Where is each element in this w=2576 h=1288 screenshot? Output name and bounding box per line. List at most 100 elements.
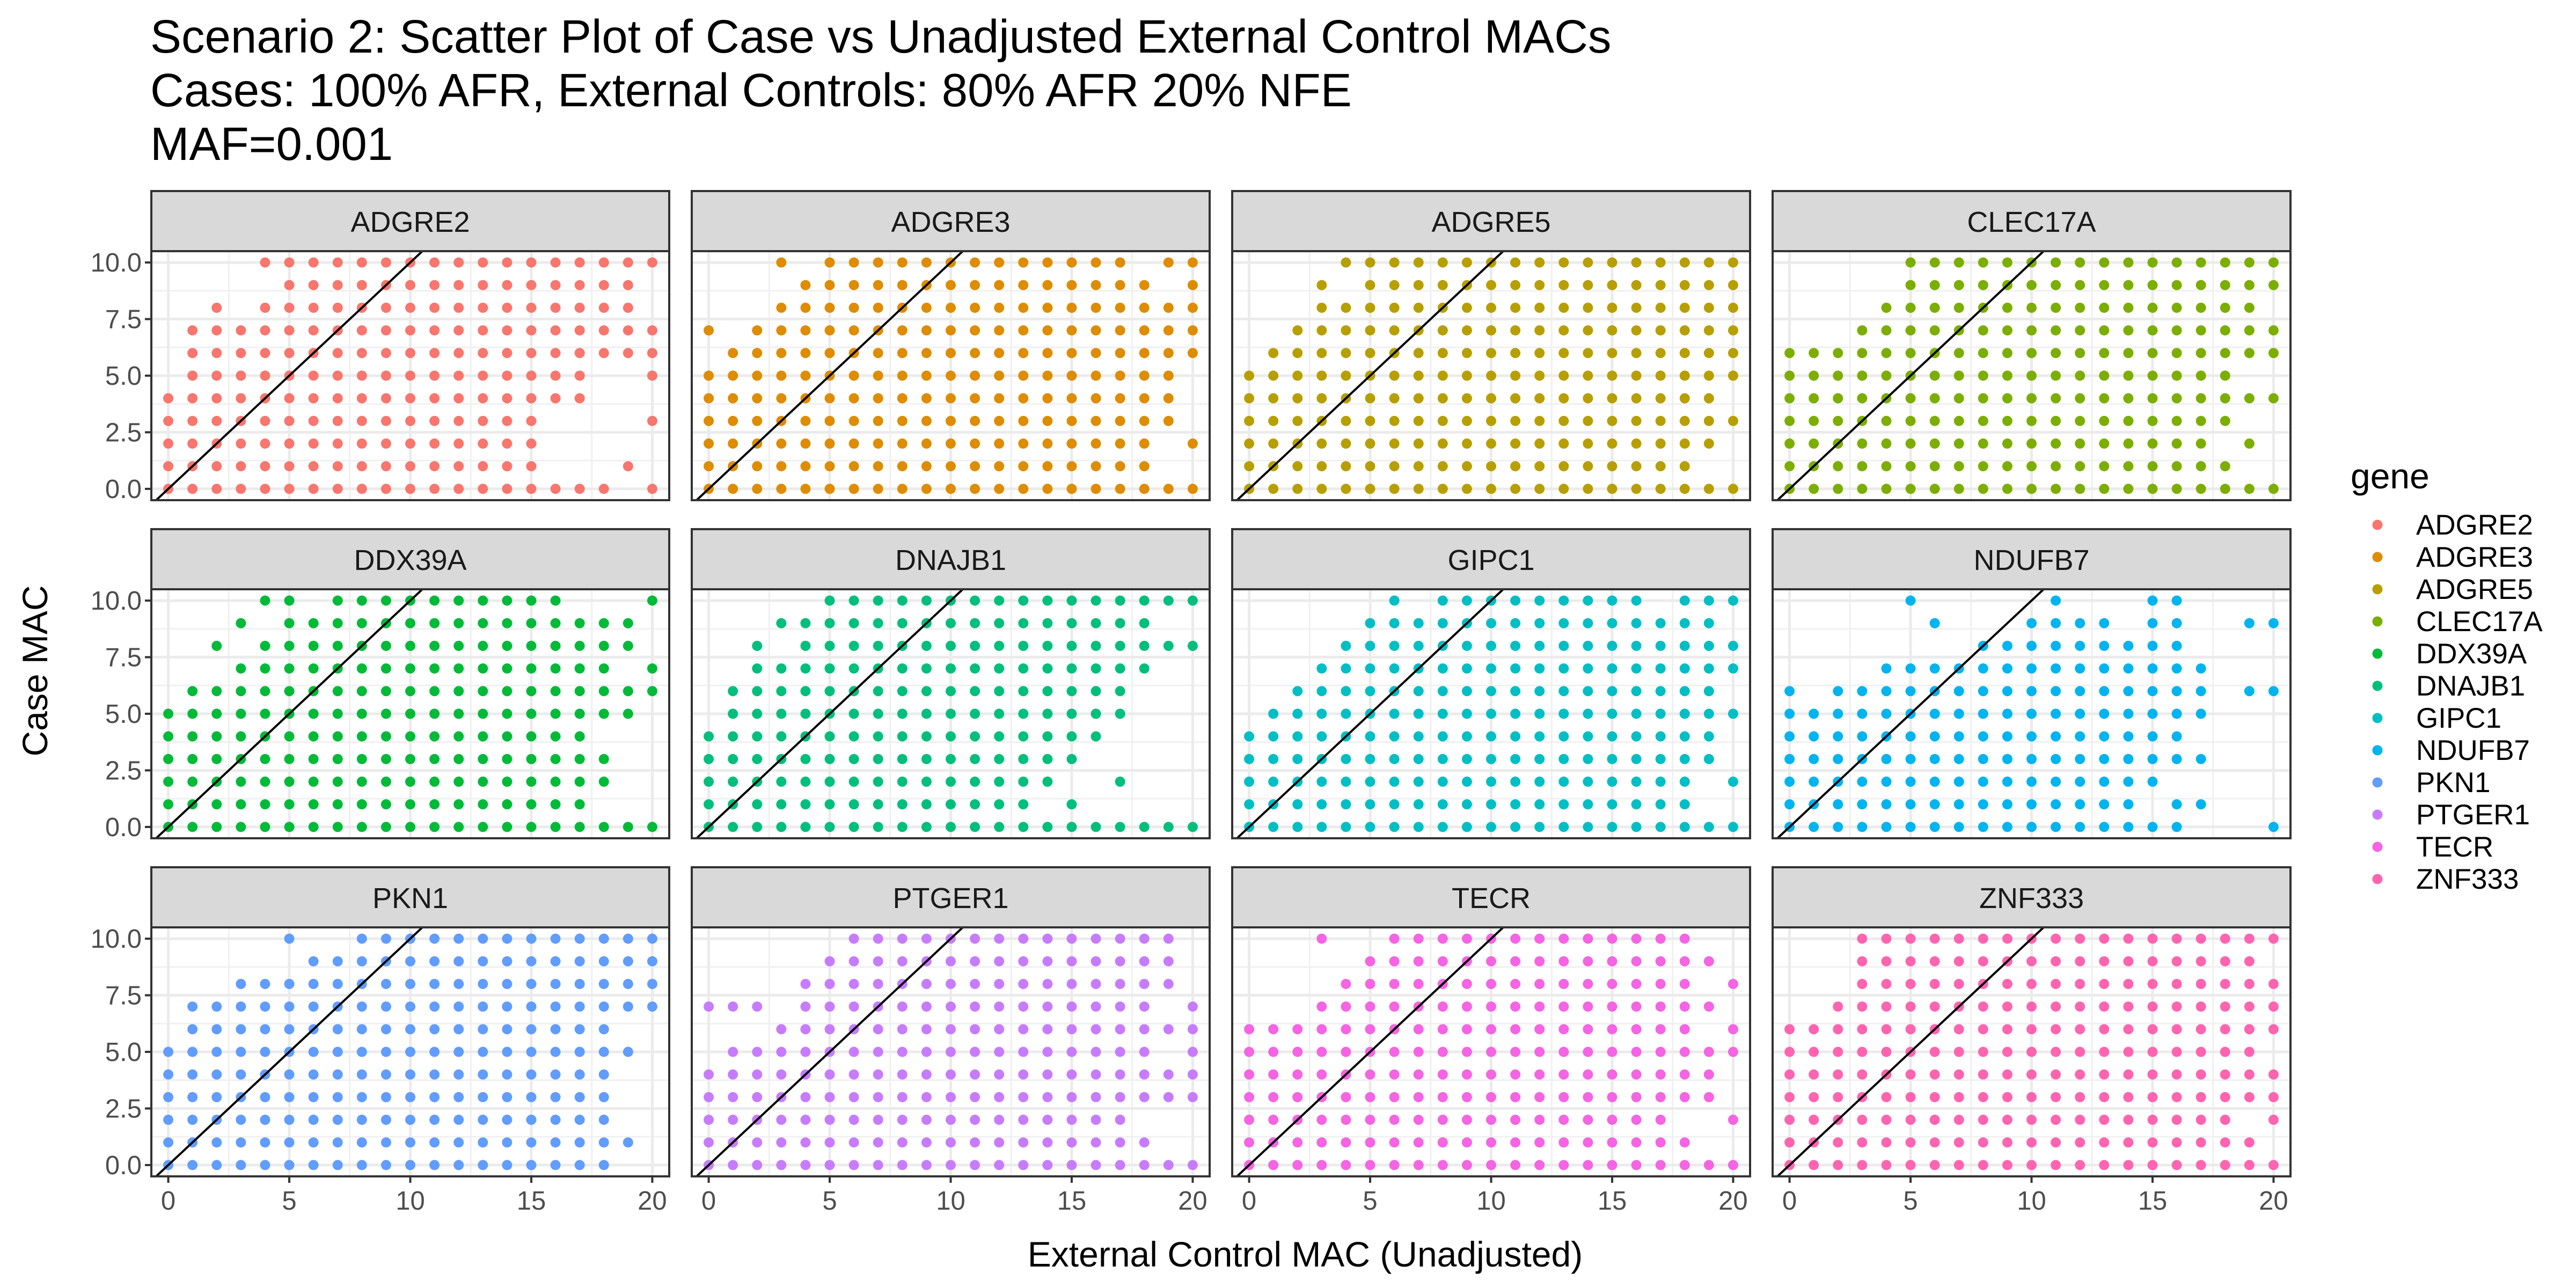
data-point bbox=[1341, 415, 1351, 426]
data-point bbox=[1583, 933, 1593, 944]
data-point bbox=[1534, 370, 1545, 381]
data-point bbox=[1631, 956, 1642, 967]
data-point bbox=[2268, 1001, 2279, 1012]
data-point bbox=[1139, 1160, 1150, 1170]
data-point bbox=[1244, 393, 1255, 404]
data-point bbox=[824, 415, 835, 426]
data-point bbox=[1413, 1092, 1424, 1102]
data-point bbox=[260, 348, 270, 358]
data-point bbox=[1115, 1160, 1125, 1170]
data-point bbox=[1066, 257, 1077, 268]
data-point bbox=[1953, 438, 1964, 449]
data-point bbox=[1978, 799, 1988, 810]
data-point bbox=[897, 1024, 908, 1035]
data-point bbox=[453, 640, 464, 651]
data-point bbox=[921, 484, 932, 494]
data-point bbox=[1607, 956, 1618, 967]
data-point bbox=[1389, 731, 1400, 742]
data-point bbox=[994, 257, 1005, 268]
data-point bbox=[2099, 393, 2110, 404]
data-point bbox=[776, 663, 787, 674]
data-point bbox=[1091, 1160, 1101, 1170]
data-point bbox=[332, 348, 343, 358]
data-point bbox=[1115, 1046, 1125, 1057]
data-point bbox=[574, 933, 585, 944]
data-point bbox=[946, 1115, 956, 1125]
data-point bbox=[211, 1069, 222, 1080]
data-point bbox=[260, 663, 270, 674]
data-point bbox=[1268, 777, 1279, 787]
data-point bbox=[848, 663, 859, 674]
data-point bbox=[1413, 1024, 1424, 1035]
data-point bbox=[2026, 325, 2037, 336]
data-point bbox=[1389, 257, 1400, 268]
data-point bbox=[2196, 1137, 2206, 1148]
data-point bbox=[380, 370, 391, 381]
data-point bbox=[405, 484, 415, 494]
data-point bbox=[1534, 1137, 1545, 1148]
data-point bbox=[1929, 956, 1940, 967]
data-point bbox=[1558, 1069, 1569, 1080]
data-point bbox=[946, 1069, 956, 1080]
data-point bbox=[1833, 1001, 1843, 1012]
data-point bbox=[752, 1092, 763, 1102]
data-point bbox=[1583, 956, 1593, 967]
data-point bbox=[1655, 1001, 1666, 1012]
data-point bbox=[236, 822, 246, 832]
data-point bbox=[2026, 799, 2037, 810]
data-point bbox=[897, 1069, 908, 1080]
data-point bbox=[332, 1024, 343, 1035]
data-point bbox=[2244, 438, 2255, 449]
data-point bbox=[1018, 370, 1029, 381]
data-point bbox=[1631, 1092, 1642, 1102]
data-point bbox=[1066, 348, 1077, 358]
data-point bbox=[598, 753, 609, 764]
data-point bbox=[2002, 348, 2012, 358]
data-point bbox=[502, 484, 513, 494]
data-point bbox=[1268, 1160, 1279, 1170]
data-point bbox=[1833, 686, 1843, 697]
data-point bbox=[1139, 393, 1150, 404]
data-point bbox=[2051, 956, 2061, 967]
data-point bbox=[1607, 280, 1618, 290]
data-point bbox=[1607, 1092, 1618, 1102]
data-point bbox=[2051, 461, 2061, 472]
data-point bbox=[970, 280, 980, 290]
data-point bbox=[598, 257, 609, 268]
data-point bbox=[1292, 1024, 1303, 1035]
data-point bbox=[550, 1046, 561, 1057]
data-point bbox=[1978, 731, 1988, 742]
data-point bbox=[1115, 484, 1125, 494]
data-point bbox=[1953, 1092, 1964, 1102]
data-point bbox=[848, 280, 859, 290]
data-point bbox=[526, 1092, 537, 1102]
data-point bbox=[897, 415, 908, 426]
data-point bbox=[1115, 663, 1125, 674]
data-point bbox=[2171, 348, 2182, 358]
data-point bbox=[502, 1024, 513, 1035]
data-point bbox=[502, 370, 513, 381]
data-point bbox=[1437, 1001, 1448, 1012]
panel-border bbox=[1231, 250, 1751, 501]
data-point bbox=[284, 461, 295, 472]
data-point bbox=[2123, 731, 2134, 742]
data-point bbox=[1413, 438, 1424, 449]
data-point bbox=[429, 302, 440, 313]
data-point bbox=[2220, 1160, 2230, 1170]
y-axis-tick-label: 0.0 bbox=[105, 1151, 142, 1180]
data-point bbox=[356, 731, 367, 742]
data-point bbox=[1461, 438, 1472, 449]
data-point bbox=[405, 1024, 415, 1035]
data-point bbox=[1341, 978, 1351, 989]
data-point bbox=[1857, 1137, 1868, 1148]
data-point bbox=[1091, 618, 1101, 628]
data-point bbox=[453, 618, 464, 628]
data-point bbox=[1341, 640, 1351, 651]
data-point bbox=[332, 731, 343, 742]
data-point bbox=[260, 1092, 270, 1102]
data-point bbox=[921, 1001, 932, 1012]
data-point bbox=[356, 799, 367, 810]
data-point bbox=[598, 325, 609, 336]
data-point bbox=[332, 1046, 343, 1057]
data-point bbox=[647, 257, 657, 268]
